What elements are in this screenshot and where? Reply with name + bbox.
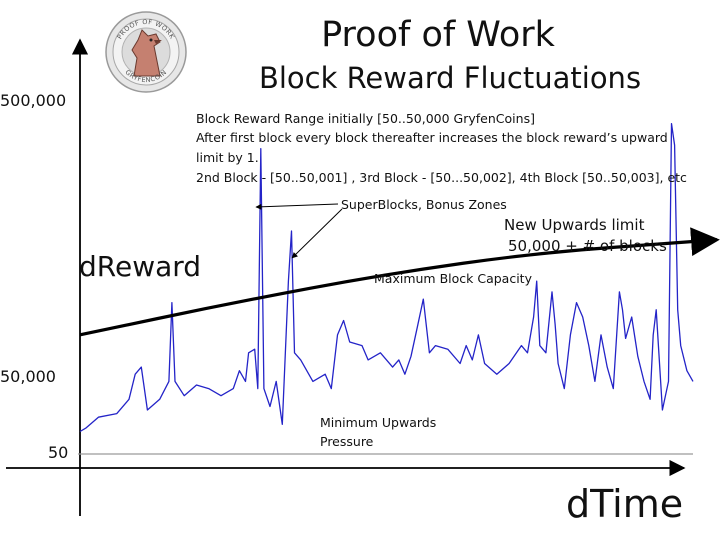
series-line [79, 122, 694, 433]
chart-title: Proof of Work [321, 15, 555, 55]
min-pressure-annotation: Pressure [320, 434, 374, 449]
max-capacity-annotation: Maximum Block Capacity [374, 271, 532, 286]
superblock-pointer-arrow [291, 208, 343, 259]
y-tick-label: 50 [48, 443, 69, 462]
superblock-pointer-arrow [255, 203, 339, 210]
y-axis-label: dReward [79, 250, 202, 283]
chart-subtitle: Block Reward Fluctuations [258, 61, 642, 95]
info-line: 2nd Block - [50..50,001] , 3rd Block - [… [196, 170, 687, 185]
new-limit-annotation: New Upwards limit [504, 216, 645, 234]
y-tick-label: 50,000 [0, 367, 56, 386]
x-axis-label: dTime [566, 482, 684, 526]
info-line: After first block every block thereafter… [196, 130, 668, 145]
info-line: Block Reward Range initially [50..50,000… [196, 111, 535, 126]
y-tick-label: 500,000 [0, 91, 67, 110]
gryphon-seal-icon: PROOF OF WORK GRYFENCOIN [104, 10, 188, 94]
superblocks-annotation: SuperBlocks, Bonus Zones [341, 197, 507, 212]
upward-limit-trend-line [79, 227, 720, 337]
info-line: limit by 1. [196, 150, 259, 165]
min-pressure-annotation: Minimum Upwards [320, 415, 437, 430]
new-limit-annotation: 50,000 + # of blocks [508, 237, 667, 255]
